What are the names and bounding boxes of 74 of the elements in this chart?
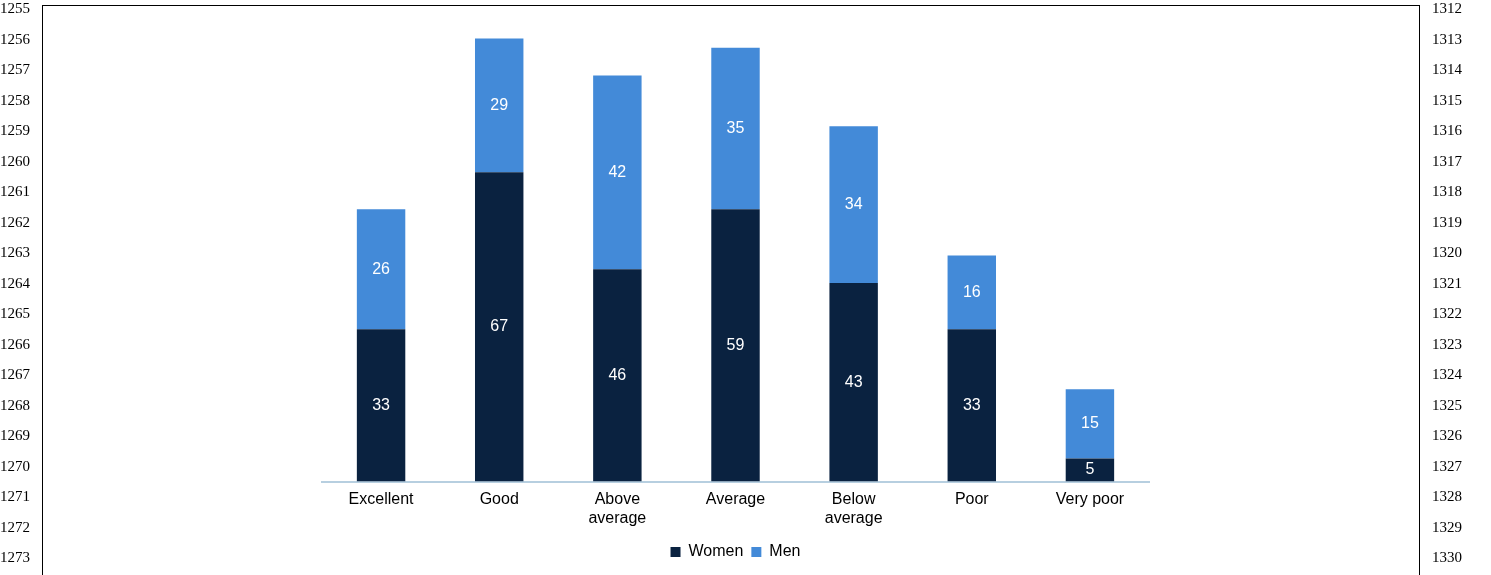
legend-label: Women	[688, 542, 744, 560]
text: 1318	[1432, 183, 1462, 199]
text: 1314	[1432, 61, 1462, 77]
data-label: 34	[844, 195, 863, 213]
text: 1326	[1432, 427, 1462, 443]
text: 1328	[1432, 488, 1462, 504]
text: 1273	[0, 549, 30, 565]
bar	[711, 47, 760, 210]
text: 1320	[1432, 244, 1462, 260]
data-label: 16	[962, 282, 981, 300]
x-tick-label: Very poor	[1055, 489, 1125, 507]
text: 1271	[0, 488, 30, 504]
data-label: 67	[490, 317, 509, 335]
text: 1262	[0, 213, 30, 230]
bar	[593, 75, 642, 270]
text: 1255	[0, 0, 30, 16]
bar	[1065, 389, 1115, 459]
text: 1266	[0, 335, 30, 352]
text: 1327	[1432, 457, 1462, 474]
text: 1312	[1432, 0, 1462, 16]
data-label: 59	[726, 335, 745, 353]
bar	[475, 172, 524, 482]
text: 1325	[1432, 396, 1462, 413]
data-label: 46	[608, 365, 627, 383]
x-tick-label: Average	[705, 489, 766, 507]
text: 1272	[0, 518, 30, 535]
text: 1265	[0, 305, 30, 321]
bar	[829, 283, 878, 482]
text: 1319	[1432, 213, 1462, 230]
data-label: 33	[372, 395, 391, 413]
text: 1263	[0, 244, 30, 260]
data-label: 43	[844, 372, 863, 390]
text: 1260	[0, 152, 30, 169]
data-label: 42	[608, 162, 627, 180]
bar	[947, 329, 997, 482]
text: 1322	[1432, 305, 1462, 321]
bar	[593, 269, 642, 482]
data-label: 33	[962, 395, 981, 413]
x-tick-label: Good	[479, 489, 519, 507]
legend-label: Men	[769, 542, 801, 560]
x-tick-label: Excellent	[348, 489, 415, 507]
text: 1315	[1432, 91, 1462, 108]
bar	[947, 255, 997, 330]
text: 1313	[1432, 30, 1462, 47]
data-label: 15	[1081, 414, 1099, 432]
bar	[356, 329, 406, 482]
text: 1256	[0, 30, 30, 47]
text: 1317	[1432, 152, 1462, 169]
text: 1264	[0, 274, 30, 291]
text: 1321	[1432, 274, 1462, 291]
x-tick-label: Above average	[588, 489, 647, 526]
text: 1324	[1432, 366, 1462, 382]
bar	[475, 38, 524, 173]
data-label: 5	[1085, 460, 1095, 478]
text: 1316	[1432, 122, 1462, 138]
text: 1329	[1432, 518, 1462, 535]
text: 1269	[0, 427, 30, 443]
text: 1259	[0, 122, 30, 138]
data-label: 35	[726, 118, 745, 136]
bar	[356, 209, 406, 330]
data-label: 29	[490, 95, 509, 113]
text: 1267	[0, 366, 30, 382]
text: 1258	[0, 91, 30, 108]
bar	[711, 209, 760, 482]
text: 1323	[1432, 335, 1462, 352]
text: 1270	[0, 457, 30, 474]
bar	[829, 126, 878, 284]
x-tick-label: Poor	[954, 489, 990, 507]
text: 1268	[0, 396, 30, 413]
text: 1257	[0, 61, 30, 77]
text: 1330	[1432, 549, 1462, 565]
x-tick-label: Below average	[824, 489, 883, 526]
text: 1261	[0, 183, 30, 199]
data-label: 26	[372, 259, 391, 277]
